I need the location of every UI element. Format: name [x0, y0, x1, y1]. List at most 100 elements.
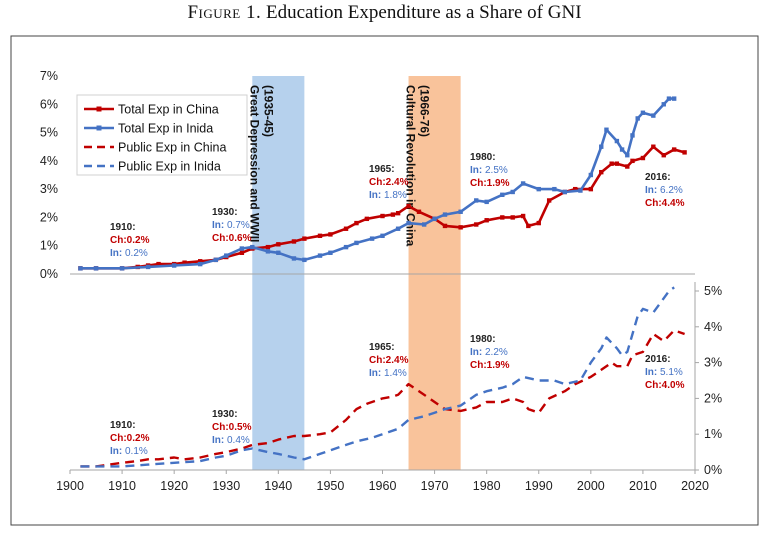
period-band-2 — [408, 76, 461, 470]
data-point — [458, 209, 463, 214]
annotation-year: 2016: — [645, 172, 671, 183]
bottom-y-tick-label: 3% — [704, 356, 722, 370]
data-point — [604, 127, 609, 132]
x-tick-label: 1960 — [369, 479, 397, 493]
legend-label: Total Exp in China — [118, 103, 219, 117]
annotation-india-value: In: 2.2% — [470, 347, 508, 358]
data-point — [640, 110, 646, 115]
legend-marker — [96, 106, 102, 112]
x-tick-label: 1920 — [160, 479, 188, 493]
annotation-india-value: In: 2.5% — [470, 165, 508, 176]
top-annotation-1910: 1910: Ch:0.2% In: 0.2% — [110, 222, 150, 259]
period-band-name: Great Depression and WWII — [247, 85, 261, 242]
data-point — [213, 257, 219, 263]
data-point — [651, 113, 656, 118]
top-y-tick-label: 1% — [40, 239, 58, 253]
annotation-china-value: Ch:2.4% — [369, 355, 409, 366]
annotation-year: 1930: — [212, 207, 238, 218]
bottom-y-tick-label: 5% — [704, 284, 722, 298]
top-annotation-2016: 2016: In: 6.2% Ch:4.4% — [645, 172, 685, 209]
x-tick-label: 1940 — [264, 479, 292, 493]
top-y-tick-label: 7% — [40, 69, 58, 83]
data-point — [171, 263, 177, 268]
data-point — [317, 253, 323, 258]
data-point — [614, 161, 620, 166]
annotation-china-value: Ch:0.6% — [212, 233, 252, 244]
bottom-y-tick-label: 2% — [704, 391, 722, 405]
annotation-year: 1965: — [369, 164, 395, 175]
annotation-india-value: In: 0.2% — [110, 248, 148, 259]
annotation-india-value: In: 5.1% — [645, 367, 683, 378]
data-point — [395, 210, 401, 216]
figure-title-text: Education Expenditure as a Share of GNI — [266, 2, 582, 23]
data-point — [369, 236, 375, 241]
data-point — [182, 260, 187, 265]
period-band-years: (1935-45) — [261, 85, 275, 137]
data-point — [609, 161, 614, 166]
x-tick-label: 2020 — [681, 479, 709, 493]
figure-label: Figure 1. — [187, 2, 262, 23]
data-point — [474, 222, 479, 227]
data-point — [198, 261, 203, 267]
top-y-tick-label: 6% — [40, 97, 58, 111]
data-point — [390, 212, 396, 217]
x-tick-label: 1970 — [421, 479, 449, 493]
figure-frame — [10, 35, 759, 526]
annotation-year: 1930: — [212, 409, 238, 420]
annotation-india-value: In: 6.2% — [645, 185, 683, 196]
data-point — [291, 239, 297, 244]
axes: 0% 1% 2% 3% 4% 5% 6% 7% 0% 1% 2% 3% 4% 5% 1900 1910 1920… — [40, 69, 722, 493]
legend-marker — [96, 125, 102, 131]
data-point — [578, 188, 583, 193]
data-point — [536, 186, 541, 192]
data-point — [328, 232, 333, 237]
annotation-china-value: Ch:0.2% — [110, 235, 150, 246]
data-point — [276, 242, 281, 247]
bottom-annotation-1930: 1930: Ch:0.5% In: 0.4% — [212, 409, 252, 446]
annotation-india-value: In: 0.1% — [110, 446, 148, 457]
data-point — [250, 244, 255, 250]
data-point — [380, 213, 385, 219]
annotation-year: 1980: — [470, 152, 496, 163]
data-point — [343, 226, 349, 231]
data-point — [635, 116, 640, 121]
data-point — [671, 96, 677, 101]
legend-label: Total Exp in Inida — [118, 122, 213, 136]
data-point — [588, 172, 594, 178]
data-point — [239, 250, 245, 255]
series-public-exp-in-china — [80, 329, 685, 468]
annotation-china-value: Ch:0.2% — [110, 433, 150, 444]
annotation-china-value: Ch:4.4% — [645, 198, 685, 209]
top-y-tick-label: 5% — [40, 126, 58, 140]
period-band-years: (1966-76) — [418, 85, 432, 137]
series-total-exp-in-inida — [78, 96, 677, 271]
data-point — [573, 186, 578, 192]
x-tick-label: 2010 — [629, 479, 657, 493]
data-point — [78, 266, 83, 271]
data-point — [432, 216, 437, 222]
data-point — [510, 189, 515, 195]
bottom-y-tick-label: 0% — [704, 463, 722, 477]
data-point — [661, 153, 666, 158]
x-tick-label: 1910 — [108, 479, 136, 493]
annotation-india-value: In: 0.7% — [212, 220, 250, 231]
data-point — [198, 259, 203, 264]
data-point — [552, 186, 557, 192]
period-band-label-1: (1935-45)Great Depression and WWII — [247, 85, 275, 242]
series-line — [80, 329, 685, 468]
annotation-year: 1965: — [369, 342, 395, 353]
data-point — [458, 225, 463, 230]
data-point — [416, 209, 422, 214]
annotation-year: 1910: — [110, 420, 136, 431]
data-point — [442, 223, 448, 229]
top-annotation-1980: 1980: In: 2.5% Ch:1.9% — [470, 152, 510, 189]
data-point — [276, 250, 281, 255]
data-point — [93, 266, 99, 271]
legend-label: Public Exp in China — [118, 141, 226, 155]
bottom-annotation-1965: 1965: Ch:2.4% In: 1.4% — [369, 342, 409, 379]
annotation-china-value: Ch:1.9% — [470, 360, 510, 371]
annotation-year: 1980: — [470, 334, 496, 345]
top-y-tick-label: 2% — [40, 210, 58, 224]
value-annotations: 1910: Ch:0.2% In: 0.2% 1930: In: 0.7% Ch:0.6%… — [110, 152, 685, 457]
data-point — [614, 138, 620, 144]
